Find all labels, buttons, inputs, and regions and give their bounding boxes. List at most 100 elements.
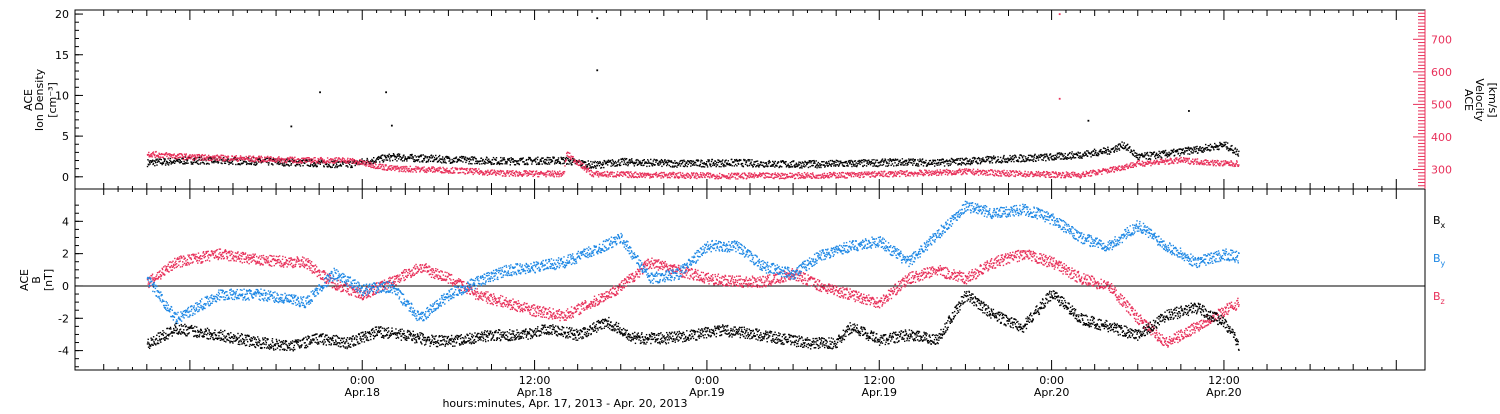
density-point: [541, 163, 542, 164]
velocity-point: [928, 170, 929, 171]
density-point: [964, 163, 965, 164]
density-point: [644, 159, 645, 160]
velocity-point: [914, 173, 915, 174]
density-point: [784, 162, 785, 163]
velocity-point: [569, 157, 570, 158]
density-point: [566, 163, 567, 164]
density-point: [993, 155, 994, 156]
velocity-point: [406, 168, 407, 169]
velocity-point: [918, 173, 919, 174]
density-point: [1152, 154, 1153, 155]
velocity-point: [509, 175, 510, 176]
velocity-point: [551, 175, 552, 176]
velocity-point: [459, 172, 460, 173]
velocity-point: [1119, 166, 1120, 167]
density-point: [542, 157, 543, 158]
velocity-point: [414, 168, 415, 169]
velocity-point: [329, 162, 330, 163]
density-point: [1195, 146, 1196, 147]
velocity-point: [310, 163, 311, 164]
density-point: [510, 157, 511, 158]
density-point: [433, 161, 434, 162]
velocity-point: [740, 175, 741, 176]
density-point: [460, 160, 461, 161]
velocity-point: [920, 174, 921, 175]
density-point: [255, 161, 256, 162]
density-point: [1226, 148, 1227, 149]
density-point: [803, 164, 804, 165]
velocity-point: [202, 154, 203, 155]
density-point: [607, 164, 608, 165]
velocity-point: [1006, 170, 1007, 171]
velocity-point: [632, 175, 633, 176]
velocity-point: [931, 175, 932, 176]
density-point: [286, 164, 287, 165]
velocity-point: [405, 171, 406, 172]
density-point: [655, 161, 656, 162]
density-point: [1187, 153, 1188, 154]
density-point: [164, 161, 165, 162]
density-point: [1173, 149, 1174, 150]
velocity-point: [660, 175, 661, 176]
velocity-point: [603, 172, 604, 173]
velocity-point: [391, 170, 392, 171]
density-point: [631, 158, 632, 159]
density-point: [268, 162, 269, 163]
velocity-point: [1154, 160, 1155, 161]
density-point: [1225, 144, 1226, 145]
density-point: [496, 157, 497, 158]
density-point: [641, 162, 642, 163]
density-point: [665, 162, 666, 163]
density-point: [679, 163, 680, 164]
velocity-point: [344, 158, 345, 159]
velocity-point: [526, 170, 527, 171]
density-point: [1116, 148, 1117, 149]
density-point: [1055, 158, 1056, 159]
velocity-point: [426, 168, 427, 169]
velocity-point: [709, 177, 710, 178]
density-point: [866, 163, 867, 164]
velocity-point: [1060, 173, 1061, 174]
velocity-tick-label: 600: [1431, 66, 1452, 79]
density-point: [159, 158, 160, 159]
density-point: [989, 162, 990, 163]
density-point: [231, 162, 232, 163]
velocity-point: [217, 156, 218, 157]
density-point: [537, 157, 538, 158]
density-point: [556, 159, 557, 160]
velocity-point: [978, 174, 979, 175]
density-point: [823, 161, 824, 162]
velocity-point: [728, 173, 729, 174]
velocity-point: [966, 168, 967, 169]
velocity-point: [575, 161, 576, 162]
velocity-point: [1162, 162, 1163, 163]
velocity-point: [268, 159, 269, 160]
density-point: [404, 160, 405, 161]
velocity-point: [900, 172, 901, 173]
density-point: [421, 154, 422, 155]
velocity-point: [703, 173, 704, 174]
density-point: [1196, 151, 1197, 152]
density-point: [677, 163, 678, 164]
density-point: [323, 166, 324, 167]
density-point: [1144, 156, 1145, 157]
velocity-point: [948, 170, 949, 171]
velocity-point: [1136, 166, 1137, 167]
density-point: [654, 164, 655, 165]
density-point: [1164, 151, 1165, 152]
velocity-point: [621, 175, 622, 176]
velocity-point: [1083, 172, 1084, 173]
velocity-point: [966, 173, 967, 174]
velocity-point: [527, 171, 528, 172]
density-point: [1050, 153, 1051, 154]
velocity-point: [1124, 169, 1125, 170]
density-point: [1205, 148, 1206, 149]
density-point: [549, 157, 550, 158]
velocity-point: [552, 170, 553, 171]
density-point: [641, 165, 642, 166]
density-point: [940, 164, 941, 165]
velocity-point: [295, 159, 296, 160]
density-point: [687, 166, 688, 167]
velocity-point: [223, 155, 224, 156]
density-point: [436, 157, 437, 158]
